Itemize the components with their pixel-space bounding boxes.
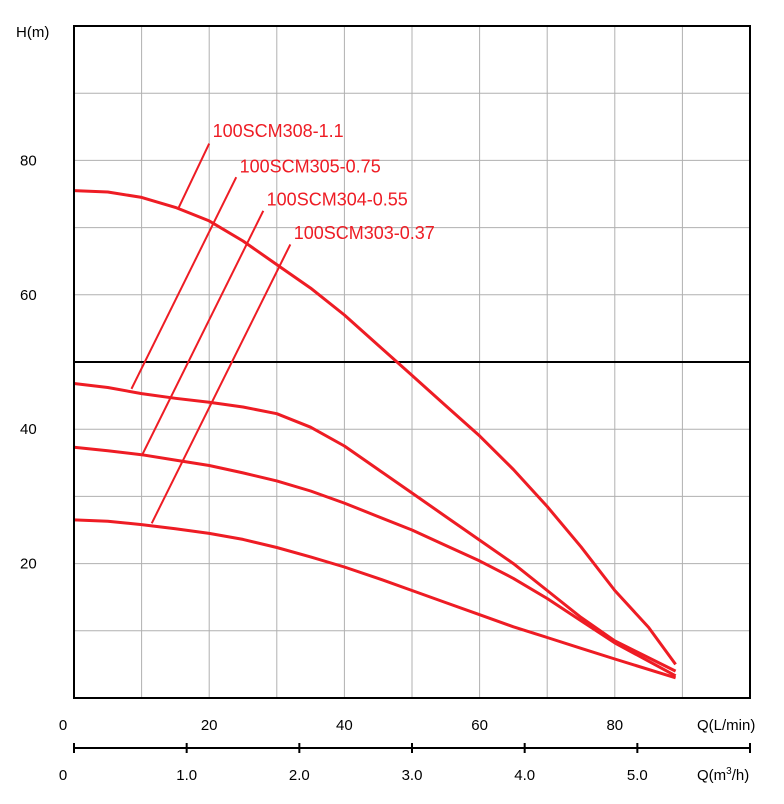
y-axis-label: H(m) [16, 24, 49, 41]
series-leader-line [140, 210, 265, 457]
x2-tick-label: 4.0 [514, 767, 535, 784]
x-tick-label: 60 [471, 717, 488, 734]
x2-tick-label: 1.0 [176, 767, 197, 784]
series-line [73, 518, 677, 680]
y-tick-label: 20 [20, 556, 37, 573]
x2-axis-label-prefix: Q(m [697, 767, 726, 784]
y-tick-label: 60 [20, 287, 37, 304]
series-leader-line [177, 143, 211, 208]
x-tick-label: 80 [606, 717, 623, 734]
series-leader-line [150, 243, 292, 524]
series-label: 100SCM308-1.1 [213, 121, 344, 141]
x2-tick-label: 3.0 [402, 767, 423, 784]
x-tick-label: 0 [59, 717, 67, 734]
y-tick-label: 80 [20, 152, 37, 169]
x-tick-label: 40 [336, 717, 353, 734]
label-layer: 100SCM308-1.1 100SCM305-0.75 100SCM304-0.5… [130, 121, 435, 524]
x2-axis-label: Q(m3/h) [697, 766, 749, 784]
series-line [73, 189, 677, 666]
x-tick-label: 20 [201, 717, 218, 734]
series-leader-line [130, 176, 238, 390]
x2-tick-label: 0 [59, 767, 67, 784]
y-tick-label: 40 [20, 421, 37, 438]
x2-axis-label-suffix: /h) [732, 767, 750, 784]
series-line [73, 445, 677, 678]
axis-layer: 20 40 60 80 0 20 40 60 80 0 1.0 2.0 3.0 4.0 5.0 [20, 25, 751, 784]
series-label: 100SCM304-0.55 [267, 189, 408, 209]
x2-tick-label: 5.0 [627, 767, 648, 784]
plot-frame [73, 25, 751, 699]
x2-tick-label: 2.0 [289, 767, 310, 784]
x-axis-label: Q(L/min) [697, 717, 755, 734]
series-label: 100SCM305-0.75 [240, 156, 381, 176]
series-label: 100SCM303-0.37 [294, 223, 435, 243]
series-layer [73, 189, 677, 680]
x2-axis-label-sup: 3 [726, 766, 732, 777]
